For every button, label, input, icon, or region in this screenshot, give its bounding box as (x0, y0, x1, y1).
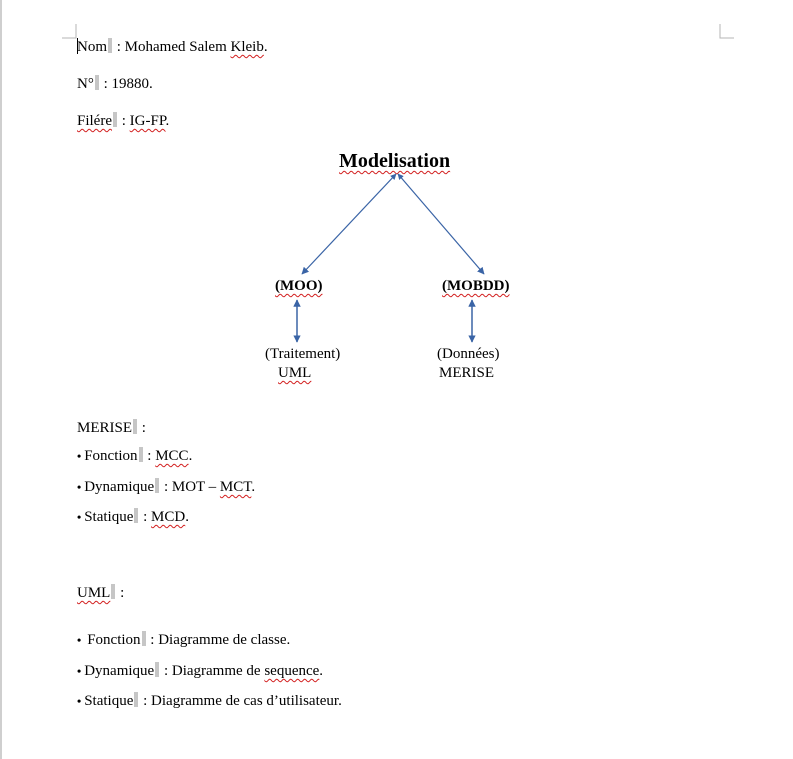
uml-heading-text: UML (77, 585, 111, 601)
diagram-title: Modelisation (339, 150, 451, 172)
line-nom: Nom : Mohamed Salem Kleib. (77, 38, 268, 56)
nom-squiggle: Kleib (230, 39, 264, 55)
item-label: Fonction (84, 448, 138, 464)
item-label: Statique (84, 509, 134, 525)
text-cursor (77, 38, 78, 54)
item-value: MCD (151, 509, 186, 525)
formatting-mark (134, 508, 139, 523)
formatting-mark (111, 584, 116, 599)
arrow-to-mobdd (397, 173, 485, 275)
nom-label: Nom (77, 39, 107, 55)
arrow-to-moo (301, 173, 397, 275)
item-value: Diagramme de classe. (158, 632, 291, 648)
item-value: Diagramme de cas d’utilisateur. (151, 693, 342, 709)
separator: : (139, 693, 148, 709)
formatting-mark (138, 447, 143, 462)
list-item: • Fonction : MCC. (77, 447, 192, 465)
node-mobdd: (MOBDD) (442, 278, 510, 294)
mobdd-desc-1: (Données) (437, 346, 500, 362)
page-left-edge (0, 0, 2, 759)
item-end: . (319, 663, 324, 679)
uml-heading: UML : (77, 584, 124, 602)
crop-mark-top-left (62, 24, 77, 39)
line-filiere: Filére : IG-FP. (77, 112, 169, 130)
separator: : (160, 479, 169, 495)
formatting-mark (134, 692, 139, 707)
line-numero: N° : 19880. (77, 75, 153, 93)
list-item: • Dynamique : Diagramme de sequence. (77, 662, 323, 680)
separator: : (138, 420, 146, 436)
formatting-mark (155, 478, 160, 493)
bullet: • (77, 449, 82, 463)
formatting-mark (94, 75, 99, 90)
numero-value: 19880. (111, 76, 153, 92)
formatting-mark (113, 112, 117, 127)
nom-value: Mohamed Salem (124, 39, 227, 55)
filiere-value: IG-FP (129, 113, 166, 129)
separator: : (113, 39, 121, 55)
separator: : (139, 509, 148, 525)
list-item: • Statique : Diagramme de cas d’utilisate… (77, 692, 342, 710)
separator: : (118, 113, 126, 129)
item-label: Dynamique (84, 663, 155, 679)
nom-end: . (263, 39, 268, 55)
numero-label: N° (77, 76, 94, 92)
bullet: • (77, 480, 82, 494)
bullet: • (77, 694, 82, 708)
item-value: MCT (219, 479, 252, 495)
bullet: • (77, 664, 82, 678)
item-value-plain: Diagramme de (171, 663, 261, 679)
item-label: Statique (84, 693, 134, 709)
item-end: . (188, 448, 193, 464)
separator: : (143, 448, 152, 464)
crop-mark-top-right (719, 24, 734, 39)
list-item: • Statique : MCD. (77, 508, 189, 526)
merise-heading-text: MERISE (77, 420, 133, 436)
formatting-mark (155, 662, 160, 677)
item-value: MCC (155, 448, 189, 464)
list-item: • Dynamique : MOT – MCT. (77, 478, 255, 496)
item-end: . (185, 509, 189, 525)
moo-desc-1: (Traitement) (265, 346, 341, 362)
node-moo: (MOO) (275, 278, 323, 294)
separator: : (99, 76, 108, 92)
formatting-mark (108, 38, 112, 53)
item-value-plain: MOT – (171, 479, 217, 495)
filiere-label: Filére (77, 113, 112, 129)
formatting-mark (133, 419, 138, 434)
item-label: Dynamique (84, 479, 155, 495)
item-label: Fonction (87, 632, 141, 648)
item-end: . (251, 479, 256, 495)
item-value: sequence (264, 663, 320, 679)
merise-heading: MERISE : (77, 419, 146, 437)
separator: : (146, 632, 155, 648)
bullet: • (77, 633, 82, 647)
filiere-end: . (165, 113, 170, 129)
mobdd-desc-2: MERISE (439, 365, 495, 381)
separator: : (116, 585, 125, 601)
bullet: • (77, 510, 82, 524)
list-item: • Fonction : Diagramme de classe. (77, 631, 290, 649)
separator: : (160, 663, 169, 679)
formatting-mark (141, 631, 146, 646)
moo-desc-2: UML (278, 365, 312, 381)
